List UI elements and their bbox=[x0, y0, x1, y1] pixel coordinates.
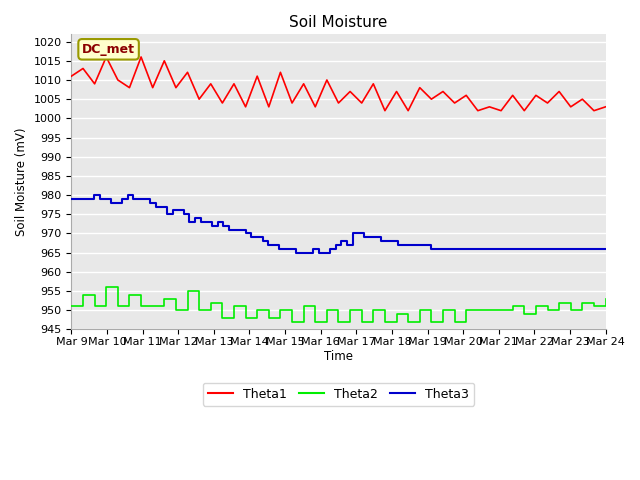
Legend: Theta1, Theta2, Theta3: Theta1, Theta2, Theta3 bbox=[203, 383, 474, 406]
Title: Soil Moisture: Soil Moisture bbox=[289, 15, 388, 30]
X-axis label: Time: Time bbox=[324, 350, 353, 363]
Y-axis label: Soil Moisture (mV): Soil Moisture (mV) bbox=[15, 127, 28, 236]
Text: DC_met: DC_met bbox=[82, 43, 135, 56]
